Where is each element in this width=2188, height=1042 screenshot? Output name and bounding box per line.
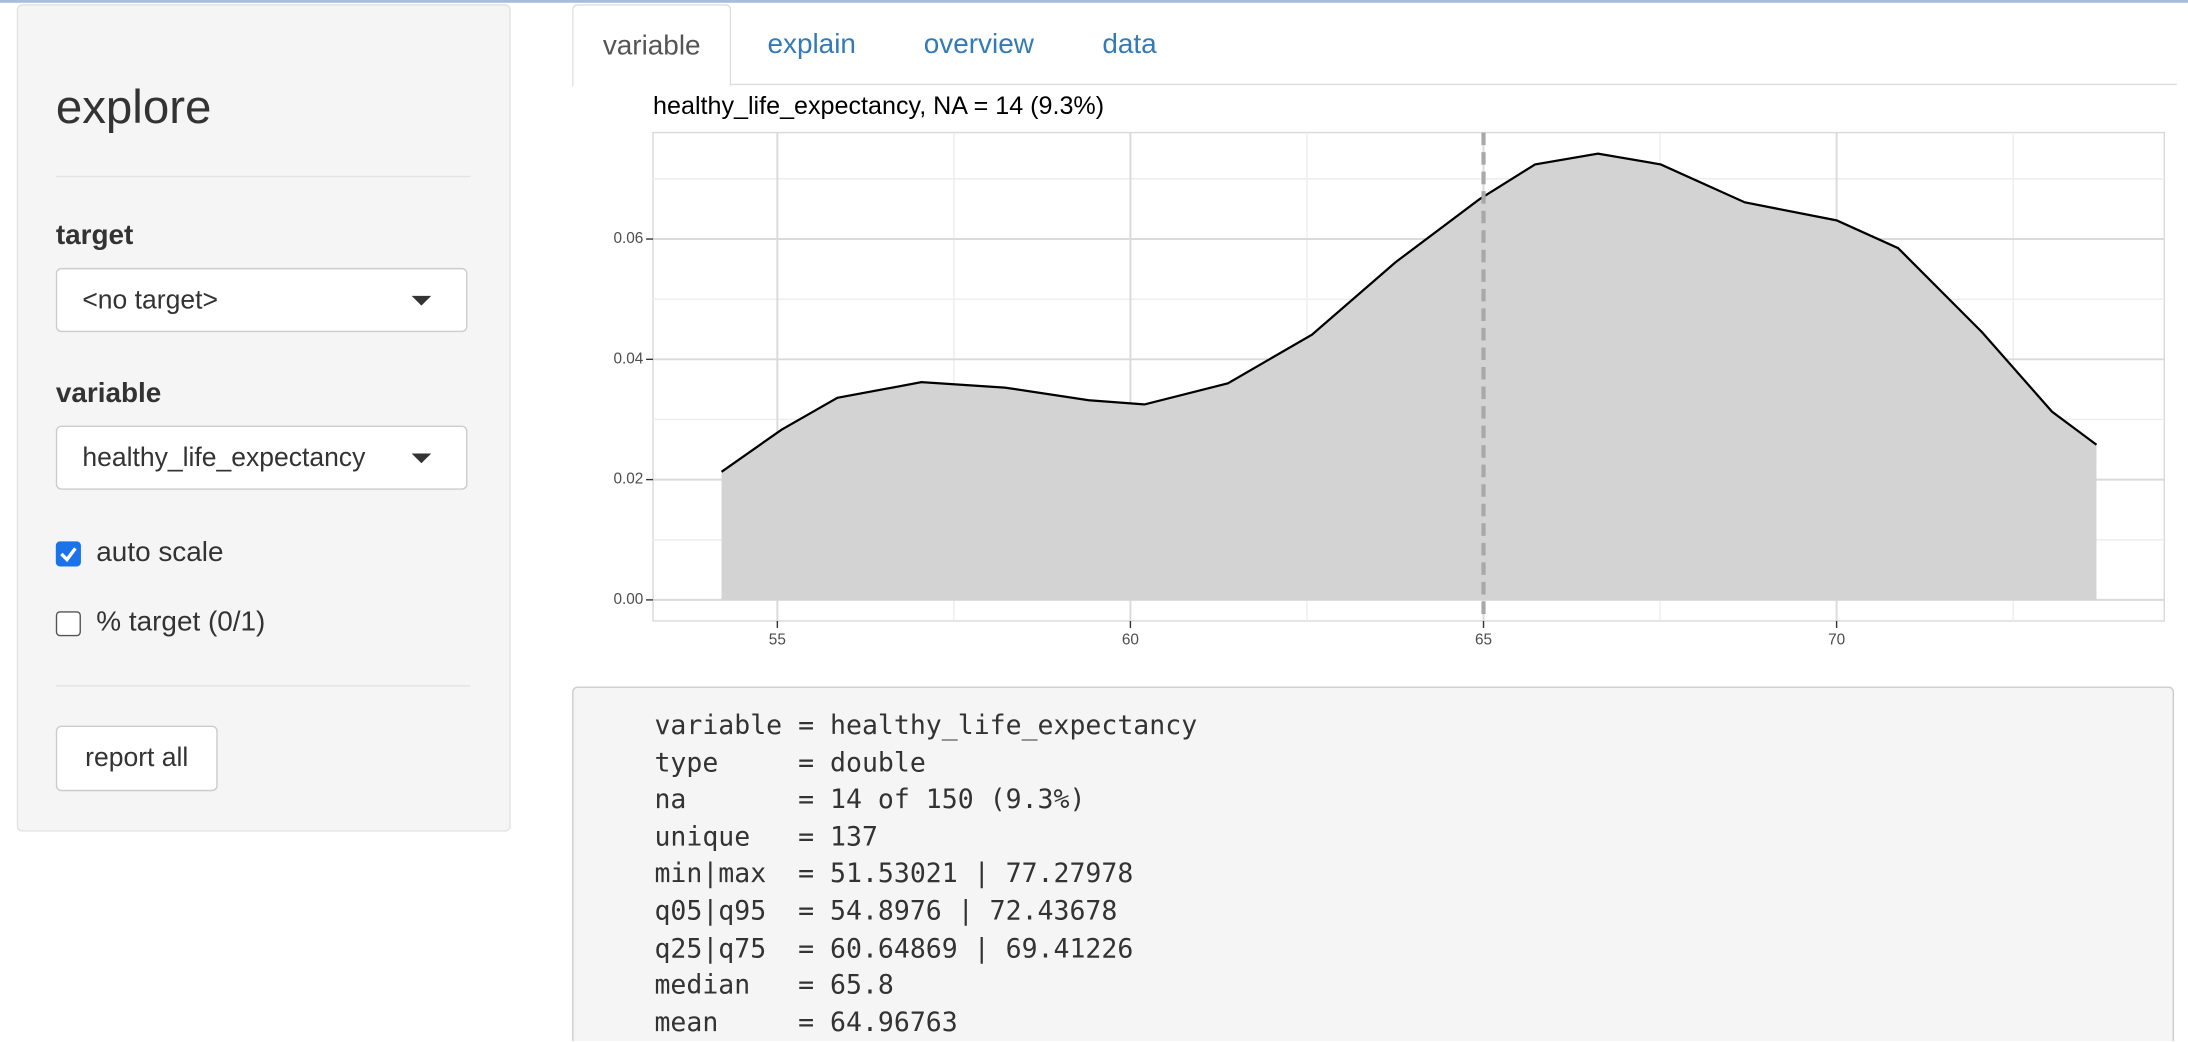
y-tick-label: 0.04 <box>613 350 643 367</box>
summary-line: type = double <box>654 747 926 779</box>
variable-value: healthy_life_expectancy <box>82 443 366 474</box>
chart: healthy_life_expectancy, NA = 14 (9.3%) … <box>613 92 2165 649</box>
divider <box>55 685 471 687</box>
variable-label: variable <box>55 378 162 409</box>
checkbox-label: auto scale <box>96 537 224 568</box>
checkbox[interactable] <box>55 611 81 637</box>
target-label: target <box>55 220 134 252</box>
divider <box>55 175 471 178</box>
target-value: <no target> <box>82 286 218 316</box>
top-border <box>0 0 2188 3</box>
y-tick-label: 0.02 <box>613 471 643 488</box>
summary-line: na = 14 of 150 (9.3%) <box>654 784 1086 816</box>
checkbox[interactable] <box>55 541 81 567</box>
checkbox-label: % target (0/1) <box>96 607 266 638</box>
tab[interactable]: variable <box>572 4 732 87</box>
y-tick-label: 0.00 <box>613 591 643 608</box>
sidebar <box>16 4 511 832</box>
tab-border <box>572 83 2177 86</box>
x-tick-label: 70 <box>1828 632 1845 649</box>
x-tick-label: 65 <box>1475 632 1492 649</box>
report-button[interactable]: report all <box>55 725 218 792</box>
target-select[interactable]: <no target> <box>55 267 468 333</box>
x-tick-label: 55 <box>769 632 786 649</box>
x-tick-label: 60 <box>1122 632 1139 649</box>
summary-line: q25|q75 = 60.64869 | 69.41226 <box>654 932 1134 964</box>
y-tick-label: 0.06 <box>613 230 643 247</box>
summary-line: median = 65.8 <box>654 970 894 1001</box>
tab[interactable]: overview <box>923 29 1034 61</box>
summary-line: q05|q95 = 54.8976 | 72.43678 <box>654 895 1118 927</box>
caret <box>411 453 432 464</box>
sidebar-title: explore <box>55 80 212 134</box>
tab[interactable]: explain <box>767 29 856 61</box>
variable-select[interactable]: healthy_life_expectancy <box>55 425 468 490</box>
check-mark <box>60 547 77 563</box>
density-area <box>721 153 2097 600</box>
summary-line: variable = healthy_life_expectancy <box>654 710 1198 741</box>
density-line <box>720 152 2098 473</box>
summary-line: unique = 137 <box>654 821 878 853</box>
chart-title: healthy_life_expectancy, NA = 14 (9.3%) <box>653 92 1104 120</box>
caret <box>411 295 432 306</box>
summary-line: min|max = 51.53021 | 77.27978 <box>654 858 1134 890</box>
summary-line: mean = 64.96763 <box>654 1007 958 1038</box>
tab[interactable]: data <box>1102 29 1157 61</box>
